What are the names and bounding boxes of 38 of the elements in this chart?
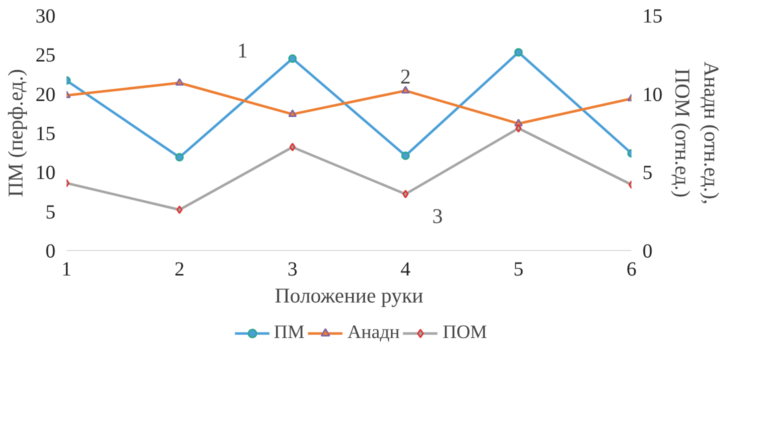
y-tick-label: 10 xyxy=(36,162,56,184)
y2-tick-label: 15 xyxy=(642,6,662,28)
point xyxy=(514,118,523,126)
x-tick-label: 3 xyxy=(288,258,298,280)
point xyxy=(288,54,297,63)
annotation: 3 xyxy=(432,204,443,228)
y-tick-label: 30 xyxy=(36,6,56,28)
point xyxy=(514,48,523,57)
point xyxy=(288,109,297,117)
annotation: 1 xyxy=(237,38,248,63)
x-tick-label: 6 xyxy=(626,258,636,280)
y-tick-label: 0 xyxy=(46,240,56,262)
y2-tick-label: 5 xyxy=(642,162,652,184)
point xyxy=(402,190,409,198)
x-tick-label: 5 xyxy=(514,258,524,280)
annotation: 2 xyxy=(400,64,411,89)
y2-tick-label: 0 xyxy=(642,240,652,262)
point xyxy=(401,151,410,160)
y-tick-label: 25 xyxy=(36,44,56,67)
y-tick-label: 15 xyxy=(36,123,56,145)
legend-label: ПОМ xyxy=(442,322,488,344)
x-axis-title: Положение руки xyxy=(274,284,424,308)
y-tick-label: 20 xyxy=(36,84,56,106)
y-axis-title: ПМ (перф.ед.) xyxy=(4,69,28,197)
x-tick-label: 4 xyxy=(400,258,410,280)
point xyxy=(401,86,410,94)
point xyxy=(289,142,296,152)
x-tick-label: 1 xyxy=(62,258,72,280)
point xyxy=(515,124,522,133)
y2-tick-label: 10 xyxy=(642,84,662,106)
legend-label: ПМ xyxy=(274,322,305,344)
point xyxy=(176,206,183,214)
point xyxy=(175,153,184,162)
legend-label: Анадн xyxy=(348,322,400,344)
point xyxy=(175,78,184,86)
y-tick-label: 5 xyxy=(46,201,56,224)
x-tick-label: 2 xyxy=(174,258,184,280)
y2-axis-title: Анадн (отн.ед.), ПОМ (отн.ед.) xyxy=(670,62,724,205)
